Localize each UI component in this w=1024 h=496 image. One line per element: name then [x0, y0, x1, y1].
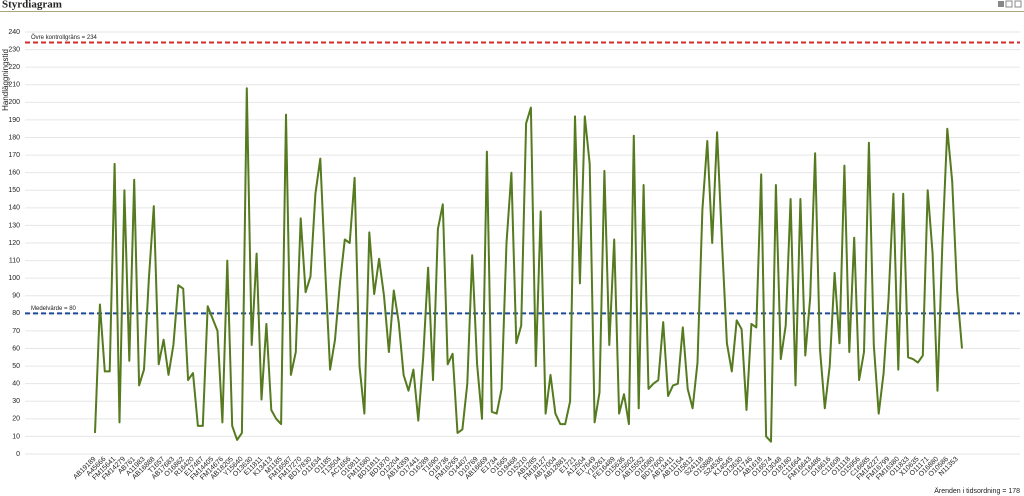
chart-title: Styrdiagram — [2, 0, 62, 11]
y-tick-label: 90 — [12, 293, 20, 300]
y-tick-label: 240 — [8, 29, 20, 36]
window-icons[interactable] — [998, 0, 1022, 8]
y-tick-label: 180 — [8, 134, 20, 141]
y-tick-label: 230 — [8, 46, 20, 53]
y-tick-label: 80 — [12, 310, 20, 317]
y-tick-label: 220 — [8, 64, 20, 71]
y-tick-label: 0 — [16, 451, 20, 458]
y-tick-label: 150 — [8, 187, 20, 194]
y-tick-label: 70 — [12, 328, 20, 335]
x-annotation: Ärenden i tidsordning = 178 — [934, 487, 1020, 495]
reference-label: Övre kontrollgräns = 234 — [31, 34, 98, 41]
y-tick-label: 130 — [8, 222, 20, 229]
y-tick-label: 20 — [12, 416, 20, 423]
y-tick-label: 50 — [12, 363, 20, 370]
y-tick-label: 10 — [12, 433, 20, 440]
y-tick-label: 100 — [8, 275, 20, 282]
y-tick-label: 40 — [12, 381, 20, 388]
reference-label: Medelvärde = 80 — [31, 306, 77, 312]
icon[interactable] — [1014, 0, 1022, 8]
y-tick-label: 170 — [8, 152, 20, 159]
y-tick-label: 140 — [8, 205, 20, 212]
y-tick-label: 210 — [8, 82, 20, 89]
y-tick-label: 200 — [8, 99, 20, 106]
y-tick-label: 30 — [12, 398, 20, 405]
data-line — [94, 87, 963, 443]
y-tick-label: 120 — [8, 240, 20, 247]
icon[interactable] — [998, 1, 1004, 7]
y-tick-label: 160 — [8, 170, 20, 177]
y-tick-label: 60 — [12, 345, 20, 352]
y-axis-title: Handläggningstid — [1, 49, 10, 111]
y-tick-label: 110 — [9, 257, 20, 264]
y-tick-label: 190 — [8, 117, 20, 124]
icon[interactable] — [1005, 0, 1013, 8]
